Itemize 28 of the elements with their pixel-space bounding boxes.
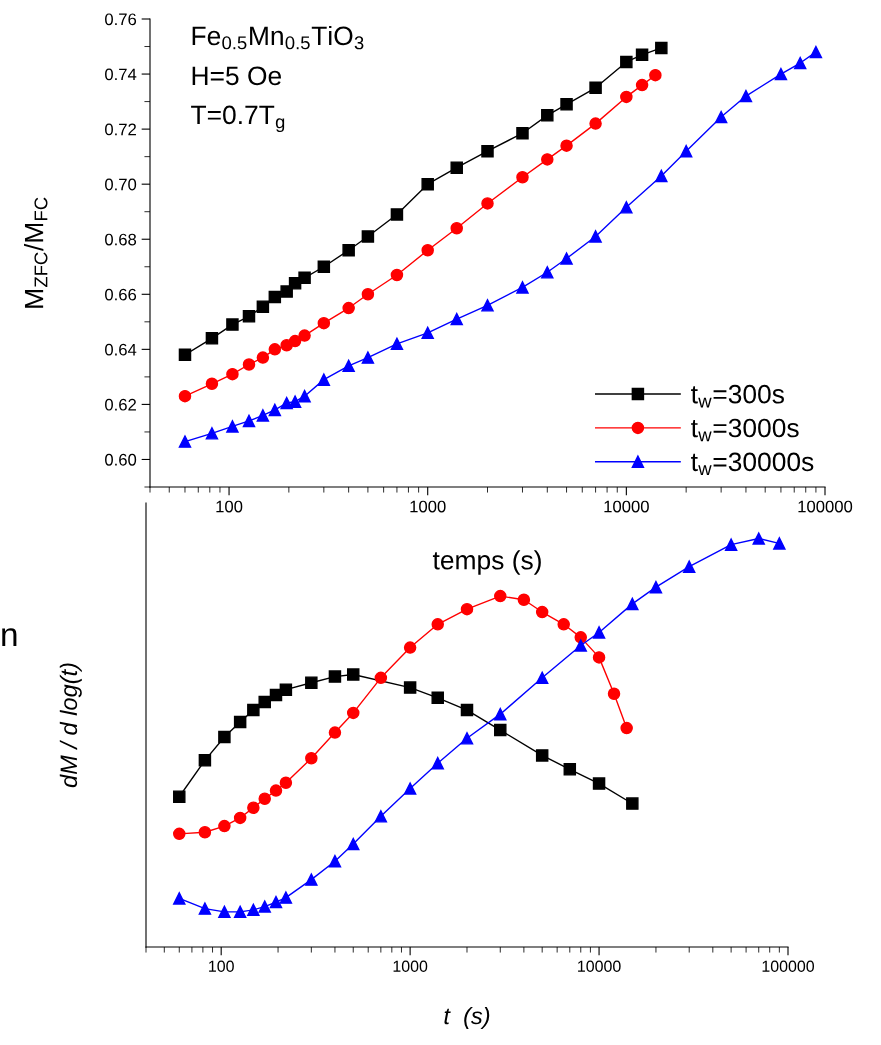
text: n: [2, 628, 17, 647]
y-tick-label: 0.64: [105, 343, 137, 356]
x-tick-label: 10000: [578, 960, 621, 972]
x-axis-title: t (s): [444, 1006, 490, 1029]
y-axis-title: dM / d log(t): [59, 663, 82, 788]
y-tick-label: 0.72: [105, 123, 136, 136]
legend-label: t$_{w}$=30000s: [691, 452, 814, 476]
legend-label: t$_{w}$=300s: [691, 384, 784, 408]
annotation: Fe$_{0.5}$Mn$_{0.5}$TiO$_{3}$: [192, 25, 364, 50]
legend-label: t$_{w}$=3000s: [691, 418, 799, 442]
x-tick-label: 10000: [604, 500, 649, 513]
y-axis-title: M$_{ZFC}$/M$_{FC}$: [24, 197, 48, 308]
x-tick-label: 100000: [762, 960, 815, 972]
x-tick-label: 1000: [393, 960, 428, 972]
x-axis-title: temps (s): [432, 550, 541, 575]
y-tick-label: 0.66: [105, 288, 137, 301]
y-tick-label: 0.70: [105, 178, 137, 191]
annotation: H=5 Oe: [192, 66, 282, 86]
y-tick-label: 0.74: [105, 68, 137, 81]
x-tick-label: 100: [216, 500, 243, 513]
y-tick-label: 0.60: [105, 453, 137, 466]
x-tick-label: 100: [209, 960, 234, 972]
y-tick-label: 0.76: [105, 13, 137, 26]
y-tick-label: 0.68: [105, 233, 137, 246]
y-tick-label: 0.62: [105, 398, 136, 411]
annotation: T=0.7T$_{g}$: [191, 105, 285, 133]
x-tick-label: 1000: [410, 500, 446, 513]
x-tick-label: 100000: [798, 500, 853, 513]
